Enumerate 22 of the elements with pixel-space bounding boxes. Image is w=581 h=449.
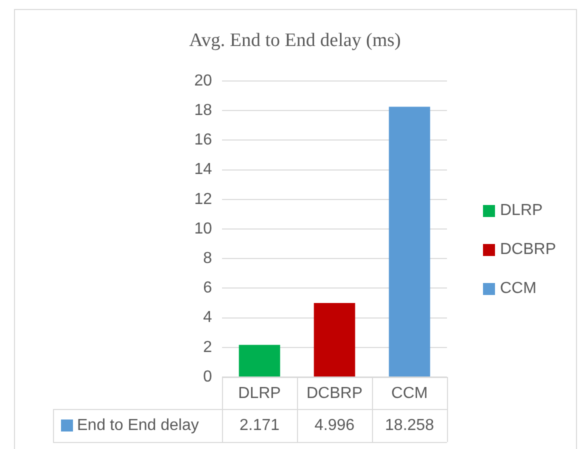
y-tick-label: 14 (194, 161, 212, 178)
y-tick-label: 10 (194, 220, 212, 238)
category-label: CCM (500, 280, 536, 296)
legend-label: End to End delay (77, 416, 199, 434)
y-tick-label: 4 (203, 309, 212, 326)
x-tick-label: DLRP (238, 385, 281, 402)
data-label: 18.258 (385, 416, 434, 434)
y-tick-label: 8 (203, 250, 212, 268)
category-label: DCBRP (500, 240, 556, 258)
y-tick-label: 20 (194, 72, 212, 90)
x-tick-label: DCBRP (306, 385, 363, 402)
y-tick-label: 0 (203, 368, 212, 386)
x-tick-label: CCM (391, 385, 428, 402)
data-label: 4.996 (314, 416, 355, 434)
y-tick-label: 6 (203, 280, 212, 297)
data-label: 2.171 (239, 416, 280, 434)
y-tick-label: 12 (194, 190, 212, 208)
y-tick-label: 16 (194, 132, 212, 149)
category-label: DLRP (500, 202, 543, 218)
chart-title: Avg. End to End delay (ms) (189, 30, 401, 51)
y-tick-label: 2 (203, 338, 212, 356)
y-tick-label: 18 (194, 102, 212, 120)
